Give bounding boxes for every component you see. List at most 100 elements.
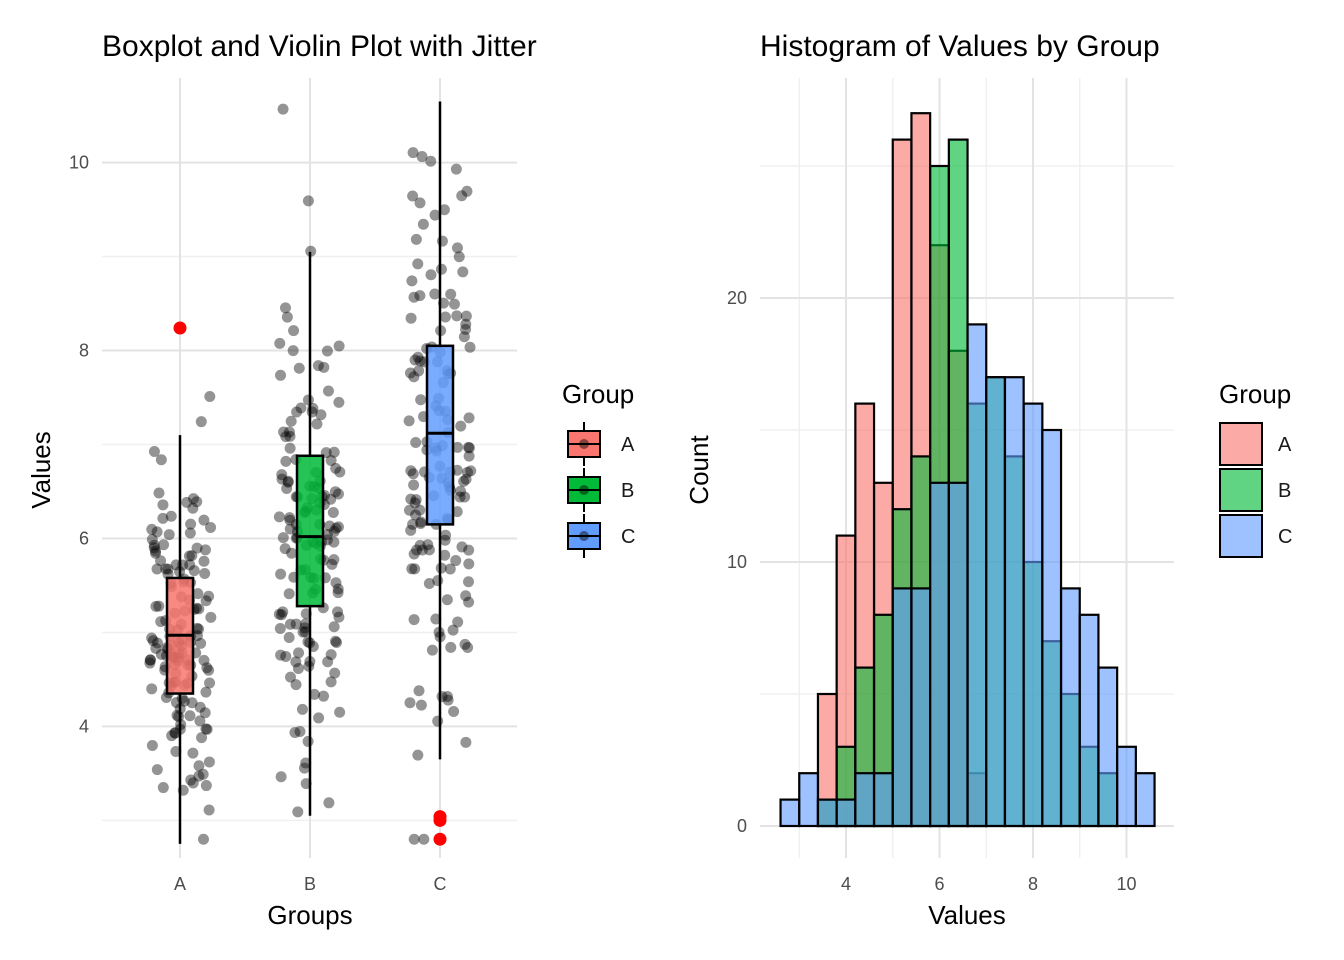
jitter-point xyxy=(195,416,207,428)
jitter-point xyxy=(460,318,472,330)
jitter-point xyxy=(147,635,159,647)
jitter-point xyxy=(318,361,330,373)
jitter-point xyxy=(193,623,205,635)
jitter-point xyxy=(187,747,199,759)
histogram-bar-c xyxy=(966,323,988,828)
jitter-point xyxy=(425,269,437,281)
jitter-point xyxy=(460,310,472,322)
jitter-point xyxy=(300,757,312,769)
jitter-point xyxy=(146,523,158,535)
jitter-point xyxy=(463,544,475,556)
boxplot-legend-title: Group xyxy=(562,379,634,409)
jitter-point xyxy=(282,475,294,487)
jitter-point xyxy=(460,323,472,335)
jitter-point xyxy=(194,715,206,727)
jitter-point xyxy=(334,466,346,478)
jitter-point xyxy=(201,662,213,674)
jitter-point xyxy=(292,806,304,818)
jitter-point xyxy=(197,833,209,845)
jitter-point xyxy=(405,312,417,324)
boxplot-x-tick-label: C xyxy=(434,874,447,894)
jitter-point xyxy=(302,735,314,747)
legend-label-c: C xyxy=(1278,526,1292,548)
jitter-point xyxy=(151,764,163,776)
jitter-point xyxy=(403,415,415,427)
jitter-point xyxy=(295,402,307,414)
legend-key-point xyxy=(579,531,589,541)
histogram-x-tick-label: 4 xyxy=(841,874,851,894)
jitter-point xyxy=(169,727,181,739)
histogram-y-tick-label: 10 xyxy=(727,552,747,572)
jitter-point xyxy=(455,420,467,432)
jitter-point xyxy=(290,679,302,691)
jitter-point xyxy=(324,520,336,532)
histogram-bar-c xyxy=(929,481,950,828)
jitter-point xyxy=(429,288,441,300)
jitter-point xyxy=(407,147,419,159)
histogram-legend-title: Group xyxy=(1219,379,1291,409)
histogram-bar-c xyxy=(1003,376,1025,828)
jitter-point xyxy=(192,588,204,600)
jitter-point xyxy=(313,712,325,724)
jitter-point xyxy=(329,667,341,679)
jitter-point xyxy=(201,723,213,735)
jitter-point xyxy=(410,233,422,245)
boxplot-x-tick-label: B xyxy=(304,874,316,894)
jitter-point xyxy=(415,394,427,406)
histogram-bar-c xyxy=(872,772,894,828)
jitter-point xyxy=(412,258,424,270)
jitter-point xyxy=(302,195,314,207)
jitter-point xyxy=(450,555,462,567)
jitter-point xyxy=(284,514,296,526)
jitter-point xyxy=(448,298,460,310)
jitter-point xyxy=(155,555,167,567)
jitter-point xyxy=(194,701,206,713)
jitter-point xyxy=(290,618,302,630)
histogram-bar-c xyxy=(985,376,1007,828)
jitter-point xyxy=(199,568,211,580)
jitter-point xyxy=(185,774,197,786)
legend-label-b: B xyxy=(621,480,634,502)
jitter-point xyxy=(278,426,290,438)
boxplot-x-axis-title: Groups xyxy=(267,900,352,930)
boxplot-outliers-layer xyxy=(173,321,447,846)
jitter-point xyxy=(275,771,287,783)
histogram-bar-c xyxy=(816,798,838,828)
jitter-point xyxy=(284,523,296,535)
jitter-point xyxy=(451,242,463,254)
histogram-x-tick-label: 10 xyxy=(1116,874,1136,894)
jitter-point xyxy=(325,649,337,661)
histogram-bar-c xyxy=(891,587,913,828)
jitter-point xyxy=(193,760,205,772)
jitter-point xyxy=(441,594,453,606)
jitter-point xyxy=(407,468,419,480)
jitter-point xyxy=(200,686,212,698)
jitter-point xyxy=(197,768,209,780)
jitter-point xyxy=(157,512,169,524)
jitter-point xyxy=(460,590,472,602)
jitter-point xyxy=(282,476,294,488)
jitter-point xyxy=(458,331,470,343)
legend-label-b: B xyxy=(1278,480,1291,502)
histogram-x-tick-label: 6 xyxy=(934,874,944,894)
jitter-point xyxy=(411,544,423,556)
jitter-point xyxy=(408,479,420,491)
jitter-point xyxy=(456,541,468,553)
jitter-point xyxy=(412,351,424,363)
legend-key-swatch-a xyxy=(1219,422,1263,466)
jitter-point xyxy=(191,622,203,634)
jitter-point xyxy=(184,559,196,571)
jitter-point xyxy=(458,475,470,487)
jitter-point xyxy=(451,310,463,322)
jitter-point xyxy=(322,656,334,668)
jitter-point xyxy=(407,518,419,530)
jitter-point xyxy=(276,469,288,481)
histogram-bars-layer xyxy=(779,112,1156,828)
jitter-point xyxy=(406,275,418,287)
jitter-point xyxy=(290,656,302,668)
jitter-point xyxy=(463,558,475,570)
jitter-point xyxy=(409,563,421,575)
jitter-point xyxy=(463,596,475,608)
jitter-point xyxy=(276,473,288,485)
